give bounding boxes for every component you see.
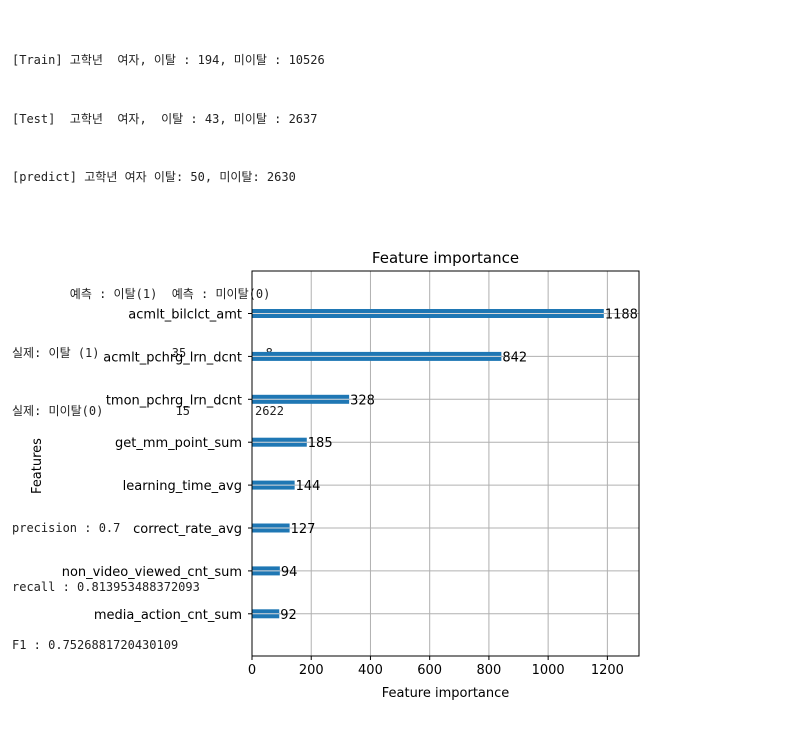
recall-line: recall : 0.813953488372093 (12, 579, 200, 594)
confusion-matrix-header: 예측 : 이탈(1) 예측 : 미이탈(0) (12, 287, 271, 301)
f1-line: F1 : 0.7526881720430109 (12, 638, 179, 652)
bars (252, 309, 604, 619)
test-summary-line: [Test] 고학년 여자, 이탈 : 43, 미이탈 : 2637 (12, 111, 318, 126)
value-label: 185 (308, 436, 333, 451)
x-tick-label: 1000 (532, 663, 565, 678)
train-summary-line: [Train] 고학년 여자, 이탈 : 194, 미이탈 : 10526 (12, 53, 325, 67)
x-tick-label: 800 (477, 663, 502, 678)
confusion-matrix-row-actual-0: 실제: 미이탈(0) 15 2622 (12, 404, 284, 418)
value-label: 144 (296, 479, 321, 494)
x-tick-label: 400 (358, 663, 383, 678)
x-tick-label: 200 (299, 663, 324, 678)
chart-title: Feature importance (372, 249, 519, 267)
axis-ticks: 0 200 400 600 800 1000 1200 acmlt_bilclct_amt 11… (62, 308, 638, 679)
x-tick-label: 0 (248, 663, 256, 678)
plot-frame (251, 270, 640, 657)
value-label: 92 (280, 608, 297, 623)
y-tick-label: learning_time_avg (123, 479, 242, 494)
y-tick-label: acmlt_pchrg_lrn_dcnt (103, 350, 242, 365)
value-label: 1188 (605, 308, 638, 323)
y-tick-label: acmlt_bilclct_amt (128, 308, 242, 323)
y-axis-label: Features (30, 438, 45, 494)
console-output: [Train] 고학년 여자, 이탈 : 194, 미이탈 : 10526 [T… (12, 12, 325, 675)
y-tick-label: tmon_pchrg_lrn_dcnt (106, 393, 242, 408)
precision-line: precision : 0.7 (12, 521, 121, 535)
value-label: 127 (291, 522, 316, 537)
predict-summary-line: [predict] 고학년 여자 이탈: 50, 미이탈: 2630 (12, 170, 296, 184)
x-axis-label: Feature importance (382, 686, 510, 701)
y-tick-label: media_action_cnt_sum (94, 608, 242, 623)
value-label: 328 (350, 393, 375, 408)
y-tick-label: get_mm_point_sum (115, 436, 242, 451)
value-label: 842 (502, 350, 527, 365)
y-tick-label: non_video_viewed_cnt_sum (62, 565, 242, 580)
value-label: 94 (281, 565, 298, 580)
y-tick-label: correct_rate_avg (133, 522, 242, 537)
x-tick-label: 600 (417, 663, 442, 678)
grid-lines (251, 271, 639, 656)
x-tick-label: 1200 (591, 663, 624, 678)
